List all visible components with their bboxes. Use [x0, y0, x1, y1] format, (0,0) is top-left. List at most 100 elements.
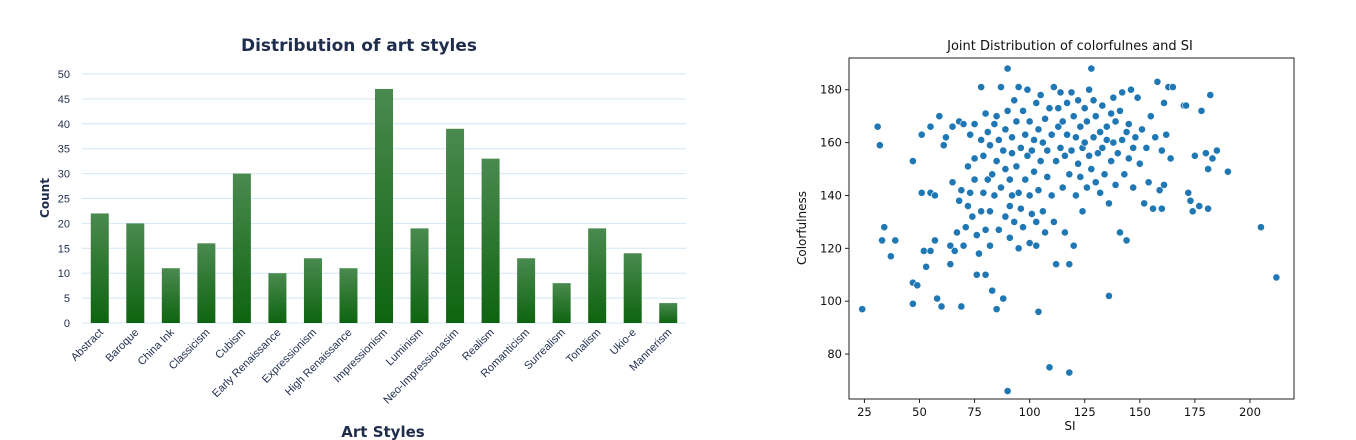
scatter-point: [1272, 273, 1281, 282]
scatter-point: [1149, 204, 1157, 213]
scatter-point: [1001, 125, 1010, 134]
bar: [588, 228, 607, 323]
bar-series: [90, 88, 678, 323]
bar: [446, 128, 465, 323]
scatter-point: [917, 188, 926, 197]
scatter-point: [1107, 157, 1116, 165]
scatter-point: [939, 141, 948, 150]
scatter-point: [1003, 106, 1012, 115]
bar-y-tick-label: 25: [58, 194, 70, 206]
scatter-point: [1160, 99, 1168, 107]
scatter-point: [1089, 133, 1098, 142]
scatter-point: [979, 188, 988, 197]
scatter-point: [1036, 157, 1045, 165]
scatter-point: [999, 146, 1008, 155]
scatter-point: [1054, 122, 1063, 131]
scatter-point: [983, 128, 992, 136]
bar: [659, 303, 678, 323]
scatter-point: [1012, 162, 1021, 171]
scatter-point: [950, 247, 959, 255]
scatter-point: [908, 157, 917, 165]
scatter-point: [977, 136, 986, 144]
scatter-point: [858, 305, 867, 314]
scatter-point: [1197, 106, 1206, 115]
scatter-point: [937, 302, 946, 311]
scatter-point: [891, 236, 900, 245]
bar-x-tick-label: Realism: [460, 327, 497, 364]
scatter-point: [972, 270, 981, 279]
scatter-point: [1054, 104, 1063, 113]
scatter-chart-title: Joint Distribution of colorfulnes and SI: [946, 39, 1193, 54]
scatter-point: [964, 202, 972, 210]
scatter-point: [1105, 292, 1113, 300]
scatter-point: [948, 122, 957, 131]
scatter-point: [1019, 223, 1027, 232]
scatter-point: [966, 188, 975, 197]
scatter-y-tick-label: 180: [820, 83, 842, 97]
scatter-point: [988, 286, 997, 295]
scatter-point: [908, 299, 917, 308]
scatter-point: [926, 247, 935, 255]
scatter-y-tick-label: 100: [820, 294, 842, 308]
scatter-y-ticks: 80 100 120 140 160 180: [820, 83, 849, 361]
scatter-point: [1206, 91, 1215, 99]
scatter-point: [1186, 196, 1195, 205]
scatter-point: [1080, 104, 1089, 113]
scatter-point: [1014, 188, 1023, 197]
scatter-point: [1133, 93, 1142, 102]
bar-y-axis-title: Count: [38, 178, 52, 218]
scatter-point: [1058, 117, 1067, 126]
scatter-point: [994, 225, 1003, 234]
scatter-point: [1047, 191, 1056, 200]
scatter-point: [1014, 244, 1023, 253]
scatter-point: [1060, 228, 1069, 237]
scatter-point: [1131, 133, 1140, 142]
scatter-point: [997, 183, 1005, 192]
scatter-point: [1005, 202, 1014, 210]
scatter-point: [913, 281, 922, 290]
scatter-point: [1212, 146, 1221, 155]
scatter-point: [1016, 143, 1025, 152]
scatter-point: [966, 130, 975, 139]
scatter-x-axis-title: SI: [1064, 419, 1075, 433]
scatter-point: [1019, 106, 1027, 115]
scatter-point: [946, 260, 955, 269]
scatter-point: [922, 262, 931, 271]
bar-y-tick-label: 30: [58, 169, 70, 181]
scatter-point: [935, 112, 944, 121]
scatter-y-tick-label: 160: [820, 136, 842, 150]
scatter-point: [1067, 146, 1076, 155]
scatter-point: [1157, 204, 1166, 213]
scatter-point: [1010, 96, 1019, 105]
scatter-point: [1151, 133, 1160, 142]
scatter-point: [981, 270, 990, 279]
bar-chart-title: Distribution of art styles: [241, 36, 477, 56]
scatter-point: [1072, 133, 1080, 142]
bar-y-tick-label: 0: [64, 318, 70, 330]
scatter-point: [964, 162, 972, 171]
scatter-point: [1109, 138, 1118, 147]
scatter-point: [1085, 151, 1094, 160]
scatter-point: [992, 305, 1001, 314]
scatter-point: [1065, 260, 1074, 269]
scatter-point: [1091, 112, 1100, 121]
bar: [268, 273, 287, 323]
bar-y-tick-label: 45: [58, 94, 70, 106]
scatter-point: [1182, 101, 1190, 110]
bar: [161, 268, 180, 323]
scatter-point: [1208, 154, 1217, 163]
scatter-point: [1041, 114, 1049, 123]
scatter-point: [1041, 228, 1049, 237]
bar: [517, 258, 536, 323]
scatter-point: [1257, 223, 1265, 232]
scatter-point: [1049, 217, 1058, 226]
scatter-point: [1056, 88, 1065, 97]
scatter-point: [1096, 188, 1105, 197]
scatter-point: [1005, 233, 1014, 242]
scatter-point: [886, 252, 895, 261]
scatter-points: [858, 64, 1281, 395]
scatter-point: [1122, 128, 1131, 136]
scatter-y-tick-label: 80: [827, 347, 842, 361]
scatter-point: [1058, 183, 1067, 192]
